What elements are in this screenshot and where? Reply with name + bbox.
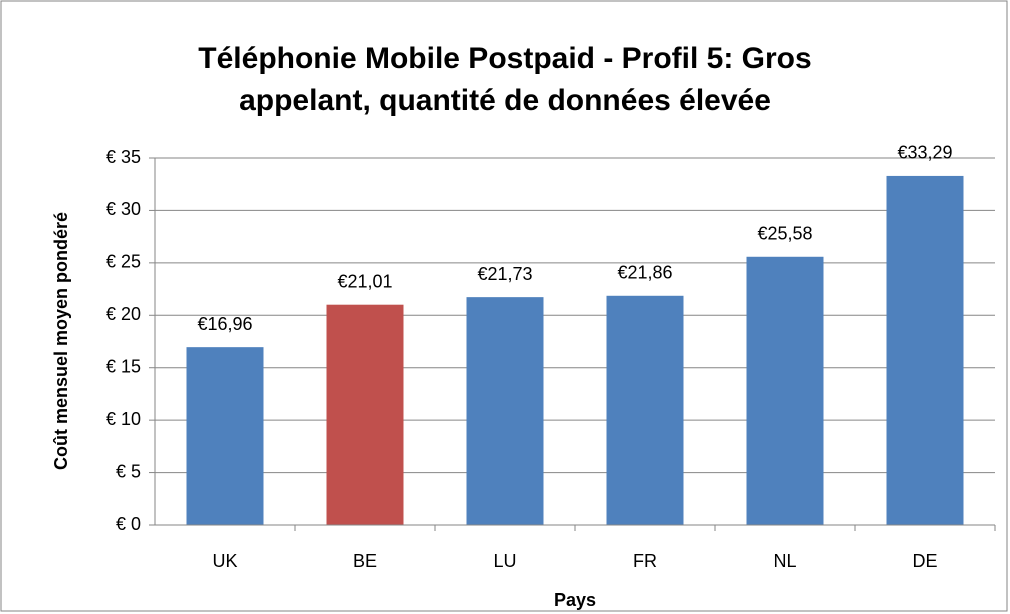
x-tick-label: LU (493, 551, 516, 571)
y-tick-label: € 35 (106, 147, 141, 167)
data-label: €16,96 (197, 314, 252, 334)
data-label: €25,58 (757, 224, 812, 244)
y-tick-label: € 15 (106, 356, 141, 376)
data-label: €21,73 (477, 264, 532, 284)
bar (606, 295, 684, 525)
x-tick-label: UK (212, 551, 237, 571)
chart-title: Téléphonie Mobile Postpaid - Profil 5: G… (198, 42, 812, 117)
bar (466, 297, 544, 525)
bar (186, 347, 264, 525)
y-tick-label: € 25 (106, 252, 141, 272)
bar (326, 304, 404, 525)
bar (746, 256, 824, 525)
y-axis-label: Coût mensuel moyen pondéré (51, 212, 71, 470)
y-tick-label: € 0 (116, 514, 141, 534)
data-label: €33,29 (897, 143, 952, 163)
x-tick-label: NL (773, 551, 796, 571)
y-tick-label: € 20 (106, 304, 141, 324)
x-tick-label: BE (353, 551, 377, 571)
y-tick-label: € 30 (106, 199, 141, 219)
x-tick-label: DE (912, 551, 937, 571)
data-label: €21,86 (617, 263, 672, 283)
y-tick-label: € 5 (116, 461, 141, 481)
bar (886, 175, 964, 525)
x-tick-label: FR (633, 551, 657, 571)
data-label: €21,01 (337, 271, 392, 291)
y-tick-label: € 10 (106, 409, 141, 429)
x-axis-label: Pays (554, 590, 596, 610)
